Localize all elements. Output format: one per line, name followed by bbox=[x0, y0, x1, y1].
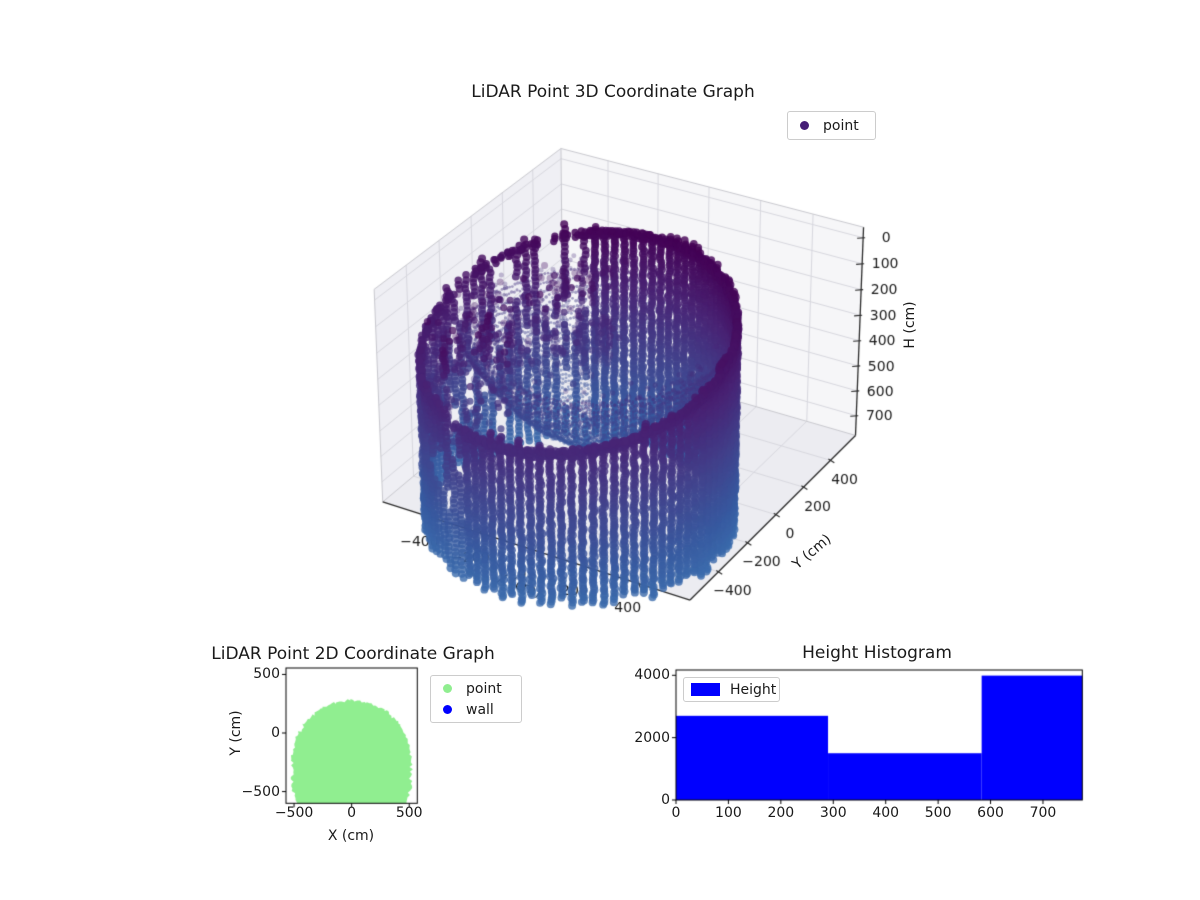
tick-label: 2000 bbox=[634, 729, 670, 746]
tick-label: 0 bbox=[661, 792, 670, 808]
plot3d-title: LiDAR Point 3D Coordinate Graph bbox=[471, 82, 755, 102]
plot2d-legend: point wall bbox=[430, 675, 522, 723]
tick-label: 300 bbox=[819, 805, 847, 821]
legend-item-height: Height bbox=[684, 679, 779, 700]
tick-label: 700 bbox=[1029, 805, 1057, 821]
tick-label: 0 bbox=[671, 805, 681, 821]
legend-label: point bbox=[466, 680, 502, 697]
tick-label: 600 bbox=[977, 805, 1004, 821]
legend-item-point: point bbox=[431, 678, 521, 699]
plot2d-title: LiDAR Point 2D Coordinate Graph bbox=[211, 644, 495, 664]
plot2d-y-axis-label: Y (cm) bbox=[228, 710, 244, 756]
legend-label: point bbox=[823, 117, 859, 134]
tick-label: 500 bbox=[924, 805, 952, 821]
tick-label: 400 bbox=[872, 805, 900, 821]
histogram-legend: Height bbox=[683, 677, 780, 702]
tick-label: 0 bbox=[271, 725, 280, 741]
point-marker-icon bbox=[800, 121, 809, 130]
legend-item-point3d: point bbox=[788, 115, 875, 136]
plot3d-legend: point bbox=[787, 111, 876, 140]
point-marker-icon bbox=[443, 684, 452, 693]
tick-label: 4000 bbox=[634, 667, 670, 684]
legend-label: wall bbox=[466, 701, 494, 718]
plot2d-x-axis-label: X (cm) bbox=[327, 828, 375, 844]
height-bar-swatch bbox=[691, 683, 720, 696]
tick-label: 500 bbox=[395, 805, 423, 821]
legend-label: Height bbox=[730, 681, 777, 698]
tick-label: 100 bbox=[715, 805, 742, 821]
tick-label: −500 bbox=[274, 805, 314, 821]
tick-label: 0 bbox=[347, 805, 357, 821]
wall-marker-icon bbox=[443, 705, 452, 714]
tick-label: −500 bbox=[241, 783, 280, 800]
legend-item-wall: wall bbox=[431, 699, 521, 720]
tick-label: 500 bbox=[253, 666, 280, 683]
plot3d-h-axis-label: H (cm) bbox=[902, 301, 918, 349]
histogram-title: Height Histogram bbox=[802, 643, 952, 663]
tick-label: 200 bbox=[767, 805, 795, 821]
